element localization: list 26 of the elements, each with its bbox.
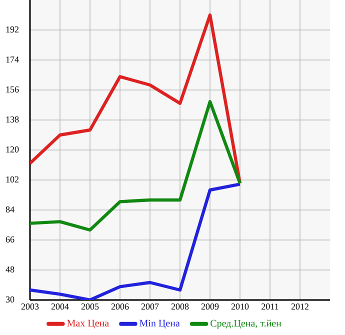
legend-label: Min Цена: [140, 320, 180, 329]
y-tick-label: 84: [6, 206, 14, 212]
legend-label: Сред.Цена, т.йен: [210, 320, 282, 329]
y-tick-label: 120: [6, 146, 19, 152]
y-tick-label: 102: [6, 176, 19, 182]
x-tick-label: 2008: [171, 304, 189, 310]
y-tick-label: 156: [6, 86, 19, 92]
x-tick-label: 2003: [21, 304, 39, 310]
x-tick-label: 2005: [81, 304, 99, 310]
y-tick-label: 138: [6, 116, 19, 122]
x-tick-label: 2007: [141, 304, 159, 310]
x-tick-label: 2006: [111, 304, 129, 310]
legend-label: Max Цена: [67, 320, 109, 329]
line-series: [30, 13, 242, 185]
x-tick-label: 2004: [51, 304, 69, 310]
y-tick-label: 48: [6, 266, 14, 272]
x-tick-label: 2011: [262, 304, 278, 310]
line-series: [30, 100, 242, 232]
line-series: [30, 182, 242, 300]
x-tick-label: 2009: [201, 304, 219, 310]
y-tick-label: 192: [6, 26, 19, 32]
y-tick-label: 174: [6, 56, 19, 62]
x-tick-label: 2012: [291, 304, 308, 310]
x-tick-label: 2010: [231, 304, 249, 310]
y-tick-label: 66: [6, 236, 14, 242]
y-tick-label: 30: [6, 296, 14, 302]
